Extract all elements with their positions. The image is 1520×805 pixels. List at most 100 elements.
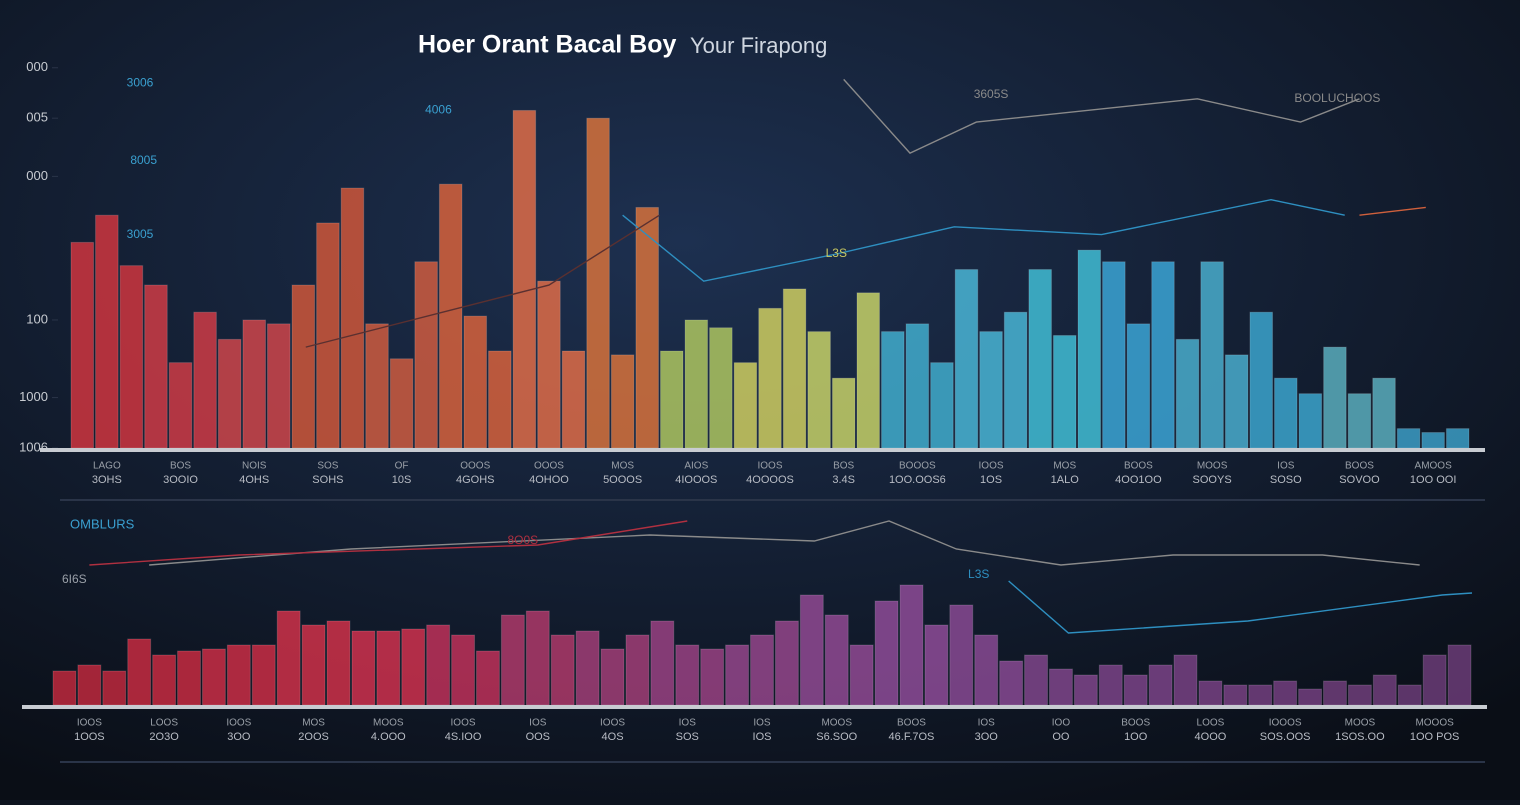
x-tick-label: AMOOS xyxy=(1415,461,1453,472)
x-tick-label: BOS xyxy=(170,461,191,472)
bar xyxy=(168,362,193,449)
x-tick-label: IOOS xyxy=(600,718,625,729)
bar xyxy=(807,331,831,449)
bar xyxy=(758,307,782,449)
x-tick-label: IOOOS xyxy=(1269,718,1302,729)
bar xyxy=(102,670,127,706)
x-tick-label: BOOOS xyxy=(899,461,936,472)
bar xyxy=(725,644,750,706)
bar xyxy=(152,654,177,706)
x-tick-label: OOS xyxy=(526,731,550,743)
bar xyxy=(77,664,102,706)
bar xyxy=(365,323,389,449)
bar xyxy=(1123,674,1148,706)
x-tick-label: 4OO1OO xyxy=(1115,474,1162,486)
bar xyxy=(217,338,242,449)
x-tick-label: 10S xyxy=(392,474,412,486)
bar xyxy=(389,358,414,449)
x-tick-label: IOOS xyxy=(77,718,102,729)
bar xyxy=(684,319,709,449)
chart-subtitle: Your Firapong xyxy=(690,33,827,58)
x-tick-label: SOS xyxy=(676,731,699,743)
bar xyxy=(625,634,650,706)
x-tick-label: OOOS xyxy=(534,461,564,472)
bar xyxy=(476,650,500,706)
bar xyxy=(849,644,874,706)
chart-title: Hoer Orant Bacal Boy xyxy=(418,31,677,59)
bar xyxy=(1347,393,1372,449)
bar xyxy=(193,311,217,449)
bar xyxy=(550,634,575,706)
x-tick-label: IOOS xyxy=(226,718,251,729)
line xyxy=(149,520,1420,566)
x-tick-label: IOS xyxy=(978,718,996,729)
bar xyxy=(1397,684,1422,706)
x-tick-label: IOOS xyxy=(979,461,1004,472)
x-tick-label: LOOS xyxy=(150,718,178,729)
x-tick-label: SOHS xyxy=(312,474,343,486)
line xyxy=(1359,206,1426,216)
x-tick-label: 1OO POS xyxy=(1410,731,1460,743)
bar xyxy=(954,269,979,449)
x-tick-label: BOOS xyxy=(1121,718,1150,729)
x-tick-label: LAGO xyxy=(93,461,121,472)
y-tick-label: 1000 xyxy=(19,389,48,404)
x-tick-label: NOIS xyxy=(242,461,267,472)
bar xyxy=(1298,393,1323,449)
x-tick-label: IOS xyxy=(1277,461,1295,472)
bar xyxy=(1024,654,1048,706)
x-tick-label: IOS xyxy=(679,718,697,729)
bar xyxy=(276,610,301,706)
x-tick-label: MOS xyxy=(302,718,325,729)
bar xyxy=(351,630,376,706)
panel-title: OMBLURS xyxy=(70,516,135,531)
bar xyxy=(537,280,561,449)
bar xyxy=(488,350,512,449)
y-tick-label: 000 xyxy=(26,59,48,74)
bar xyxy=(119,265,144,449)
bar xyxy=(301,624,326,706)
bar xyxy=(1073,674,1098,706)
bar xyxy=(1224,354,1249,449)
x-tick-label: BOOS xyxy=(1345,461,1374,472)
x-tick-label: 4GOHS xyxy=(456,474,495,486)
x-tick-label: 3OO xyxy=(975,731,999,743)
annotation: 3605S xyxy=(974,87,1009,101)
x-tick-label: 1OOS xyxy=(74,731,105,743)
bar xyxy=(924,624,949,706)
x-tick-label: BOOS xyxy=(897,718,926,729)
bar xyxy=(1298,688,1323,706)
bar xyxy=(70,241,95,449)
bar xyxy=(1249,311,1274,449)
bar xyxy=(799,594,824,706)
bar xyxy=(201,648,226,706)
x-tick-label: 1OS xyxy=(980,474,1002,486)
x-tick-label: BOS xyxy=(833,461,854,472)
x-tick-label: 2O3O xyxy=(149,731,179,743)
bar xyxy=(899,584,924,706)
x-tick-label: SOSO xyxy=(1270,474,1302,486)
bar xyxy=(376,630,401,706)
bar xyxy=(1372,377,1396,449)
bar xyxy=(750,634,774,706)
bar xyxy=(575,630,600,706)
bar xyxy=(1372,674,1397,706)
bar xyxy=(1421,431,1445,449)
bar xyxy=(999,660,1024,706)
bar xyxy=(930,362,954,449)
x-tick-label: 4OOOOS xyxy=(746,474,794,486)
bar xyxy=(291,284,316,449)
bar xyxy=(650,620,675,706)
x-tick-label: 4OHS xyxy=(239,474,269,486)
bar xyxy=(1048,668,1073,706)
bar xyxy=(824,614,849,706)
y-tick-label: 005 xyxy=(26,110,48,125)
bar xyxy=(1274,377,1298,449)
x-tick-label: LOOS xyxy=(1197,718,1225,729)
line xyxy=(1008,580,1473,634)
bar xyxy=(1198,680,1223,706)
x-tick-label: 1ALO xyxy=(1051,474,1080,486)
bar xyxy=(426,624,451,706)
bar xyxy=(1273,680,1298,706)
x-tick-label: S6.SOO xyxy=(816,731,857,743)
